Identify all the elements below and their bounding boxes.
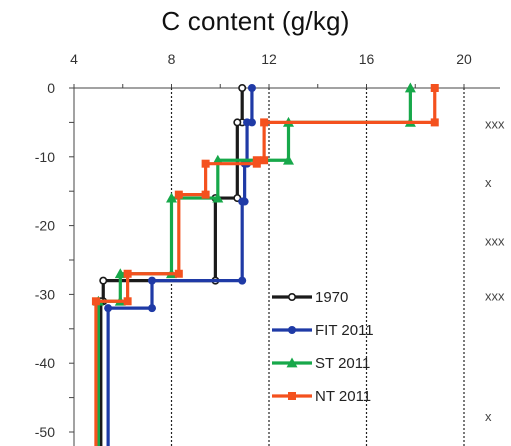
y-tick-label: -30 (35, 286, 55, 302)
data-point (148, 276, 156, 285)
data-point (243, 118, 252, 127)
chart-title: C content (g/kg) (161, 6, 350, 36)
x-tick-label: 12 (261, 51, 277, 67)
legend-label: 1970 (315, 289, 348, 306)
legend-item: FIT 2011 (272, 322, 374, 339)
y-tick-label: -40 (35, 355, 55, 371)
data-point (91, 297, 100, 306)
data-point (404, 82, 416, 93)
data-point (288, 392, 296, 400)
x-tick-label: 20 (456, 51, 472, 67)
data-point (260, 118, 269, 127)
axes-layer: 4 8 12 16 20 0 -10 -20 -30 -40 -50 (35, 51, 500, 446)
legend-label: ST 2011 (315, 355, 370, 372)
significance-mark: xxx (485, 116, 505, 131)
x-tick-label: 16 (359, 51, 375, 67)
y-tick-label: 0 (47, 80, 55, 96)
x-tick-label: 8 (168, 51, 176, 67)
series-nt-2011 (91, 84, 439, 446)
data-point (430, 118, 439, 127)
y-tick-label: -20 (35, 218, 55, 234)
series-line (94, 88, 437, 446)
data-point (287, 292, 296, 301)
data-point (260, 156, 269, 165)
data-point (174, 269, 183, 278)
data-point (174, 190, 183, 199)
significance-mark: xxx (485, 233, 505, 248)
significance-mark: xxx (485, 288, 505, 303)
data-point (430, 84, 439, 92)
data-point (166, 192, 177, 203)
significance-mark: x (485, 409, 492, 424)
legend-item: ST 2011 (272, 355, 370, 372)
data-point (238, 276, 247, 285)
legend-item: NT 2011 (272, 388, 371, 405)
legend-item: 1970 (272, 289, 348, 306)
data-point (288, 326, 296, 334)
data-point (114, 268, 126, 279)
data-point (123, 297, 132, 306)
legend-label: NT 2011 (315, 388, 371, 405)
data-point (104, 304, 113, 313)
data-point (283, 154, 294, 165)
x-tick-label: 4 (70, 51, 78, 67)
legend-label: FIT 2011 (315, 322, 374, 339)
data-point (201, 190, 210, 199)
legend: 1970 FIT 2011 ST 2011 NT 2011 (272, 289, 374, 405)
data-point (238, 197, 247, 206)
series-layer (91, 82, 439, 446)
significance-mark: x (485, 175, 492, 190)
data-point (99, 276, 108, 285)
data-point (247, 84, 256, 92)
data-point (238, 84, 247, 93)
y-tick-label: -50 (35, 424, 55, 440)
data-point (286, 357, 298, 368)
y-tick-label: -10 (35, 149, 55, 165)
data-point (123, 269, 132, 278)
data-point (148, 304, 156, 313)
data-point (201, 159, 210, 168)
data-point (212, 192, 224, 203)
data-point (252, 159, 261, 168)
data-point (233, 118, 242, 127)
